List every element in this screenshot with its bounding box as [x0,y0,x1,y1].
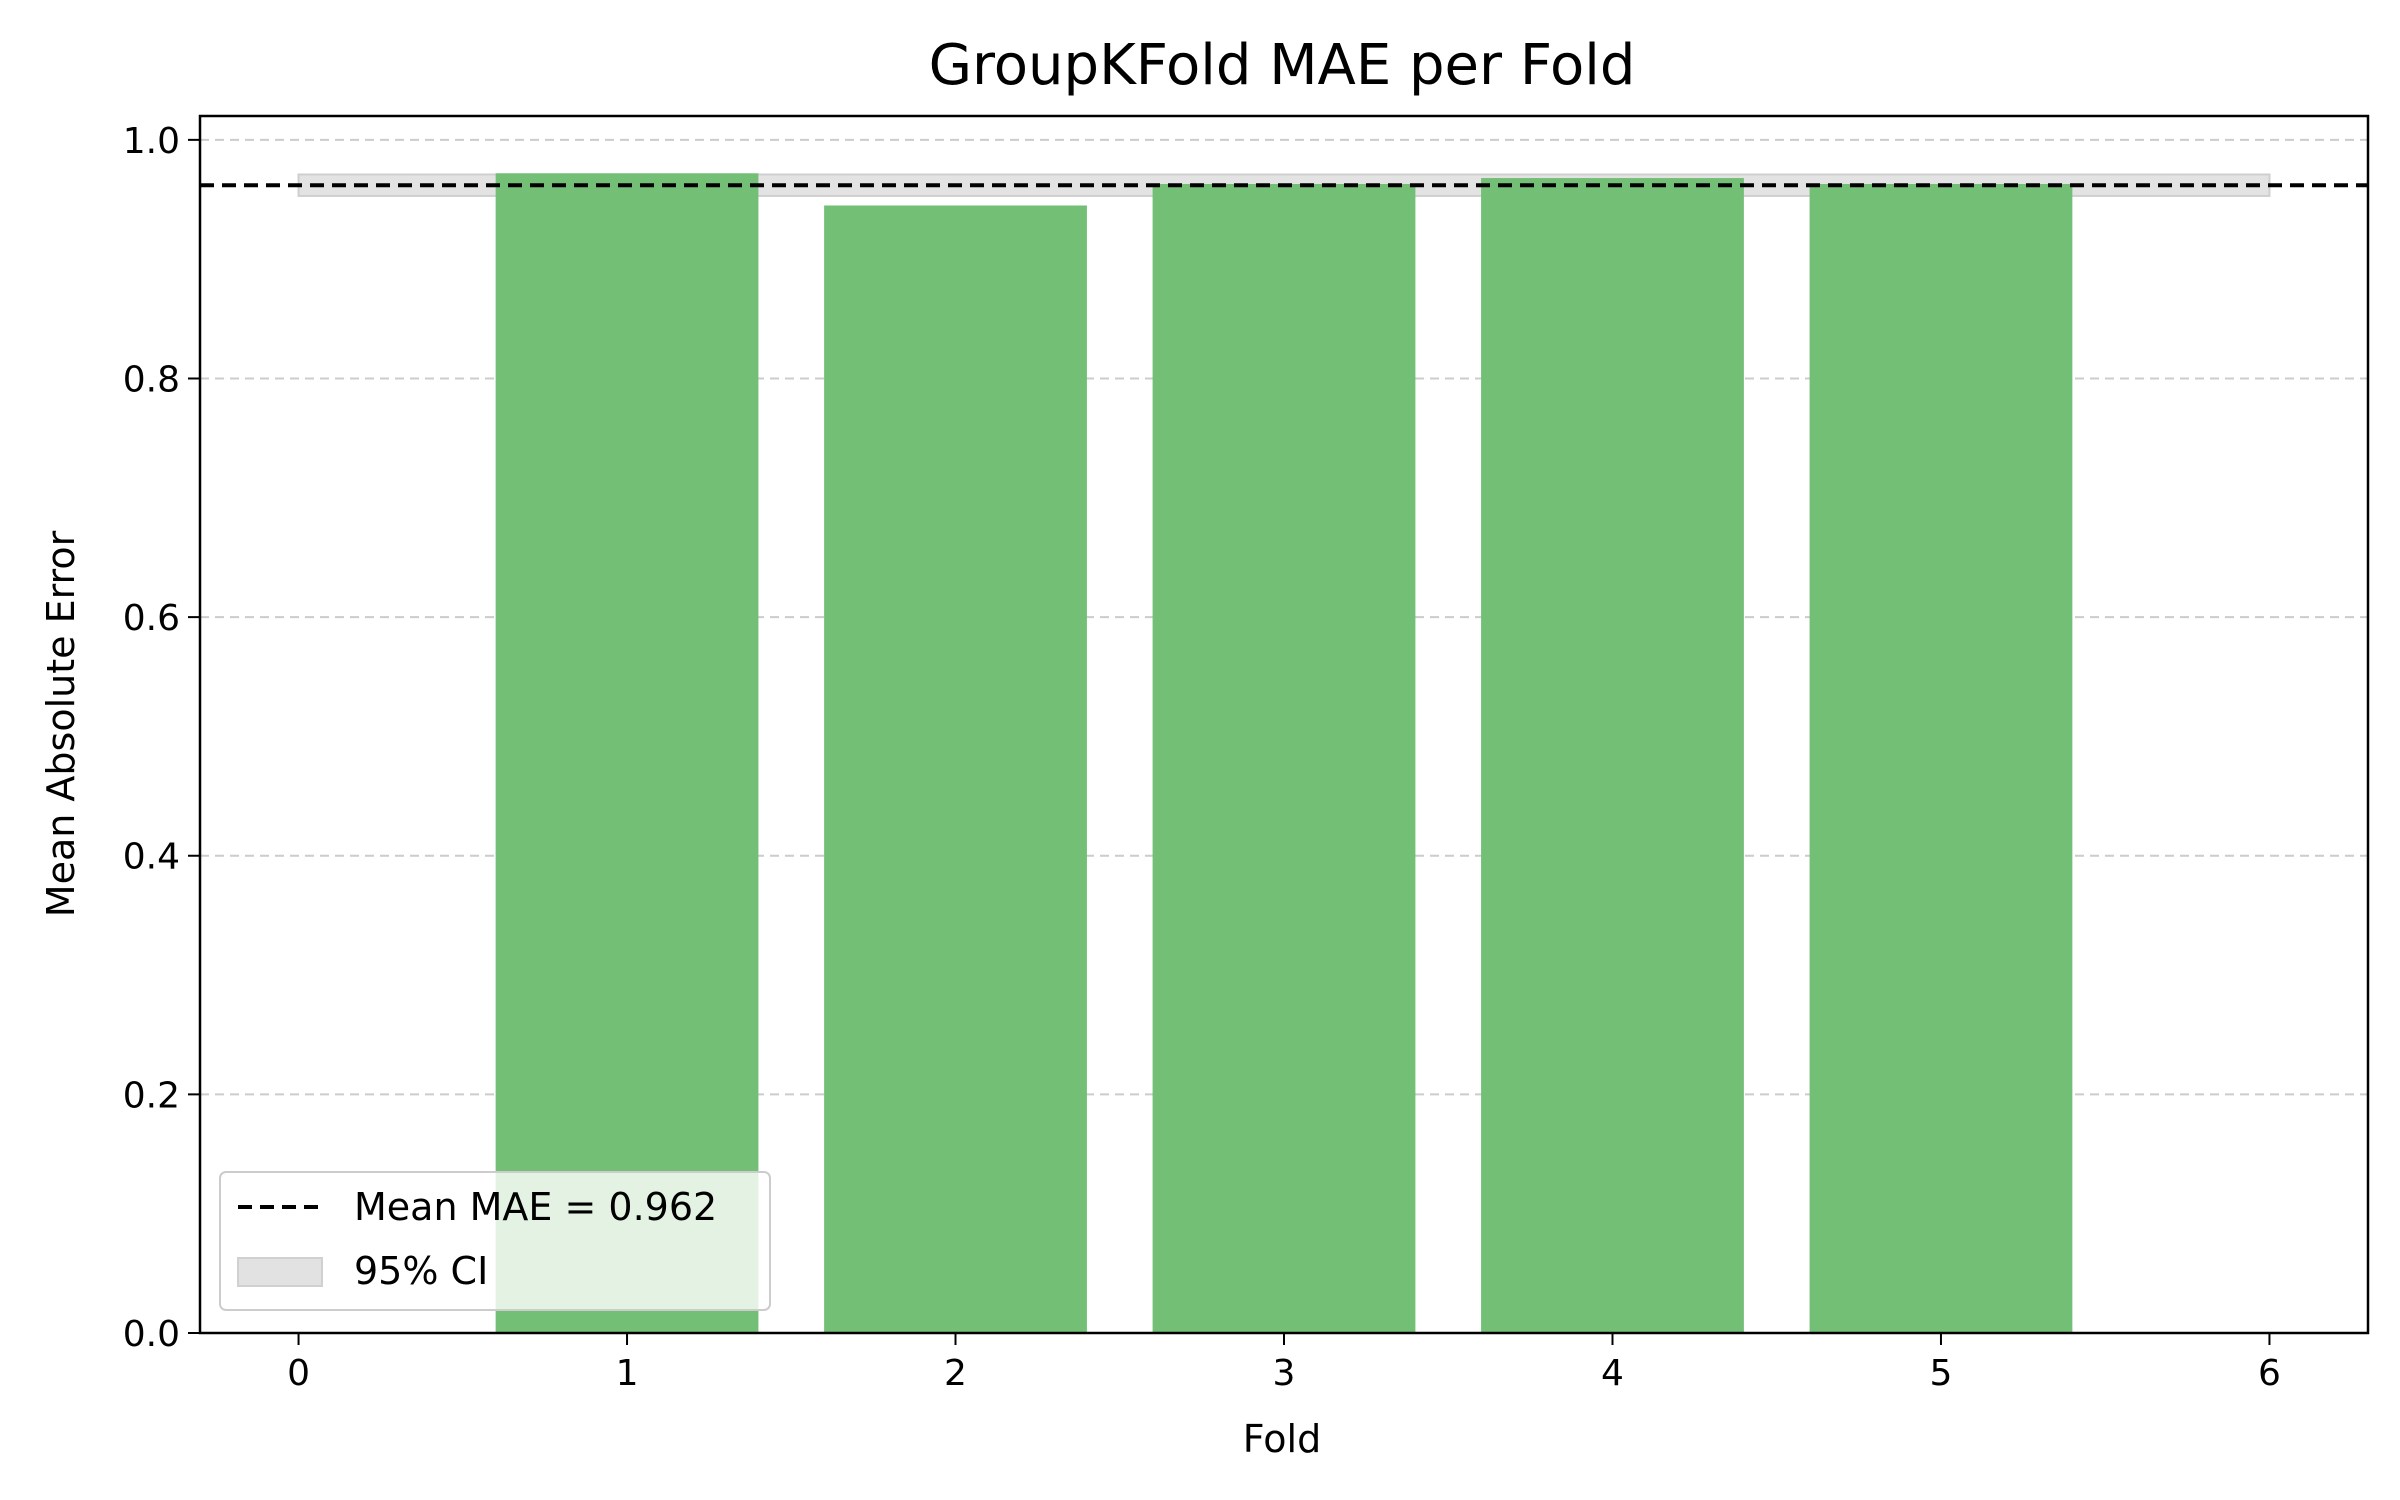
x-tick-label: 4 [1601,1353,1624,1394]
x-axis-label: Fold [1243,1417,1321,1461]
legend-ci-label: 95% CI [354,1249,488,1293]
y-tick-label: 0.4 [123,837,180,878]
y-tick-label: 1.0 [123,121,180,162]
bar-fold-1 [495,173,759,1333]
y-tick-label: 0.0 [123,1314,180,1355]
x-tick-label: 2 [944,1353,967,1394]
y-tick-label: 0.2 [123,1075,180,1116]
legend-box [219,1171,771,1311]
legend-ci-swatch [237,1257,323,1287]
y-axis-label: Mean Absolute Error [39,530,83,917]
bar-fold-5 [1809,184,2073,1334]
y-tick-label: 0.8 [123,359,180,400]
x-tick-label: 6 [2258,1353,2281,1394]
y-axis-ticks: 0.0 0.2 0.4 0.6 0.8 1.0 [123,121,200,1355]
legend-mean-label: Mean MAE = 0.962 [354,1185,717,1229]
bar-fold-4 [1481,178,1744,1334]
x-tick-label: 5 [1930,1353,1953,1394]
chart-title: GroupKFold MAE per Fold [929,33,1636,98]
legend: Mean MAE = 0.962 95% CI [219,1171,771,1311]
x-tick-label: 1 [616,1353,639,1394]
bar-fold-2 [824,205,1087,1333]
bar-fold-3 [1152,184,1416,1334]
bars [495,173,2073,1334]
x-tick-label: 0 [287,1353,310,1394]
x-axis-ticks: 0 1 2 3 4 5 6 [287,1333,2281,1394]
x-tick-label: 3 [1273,1353,1296,1394]
y-tick-label: 0.6 [123,598,180,639]
